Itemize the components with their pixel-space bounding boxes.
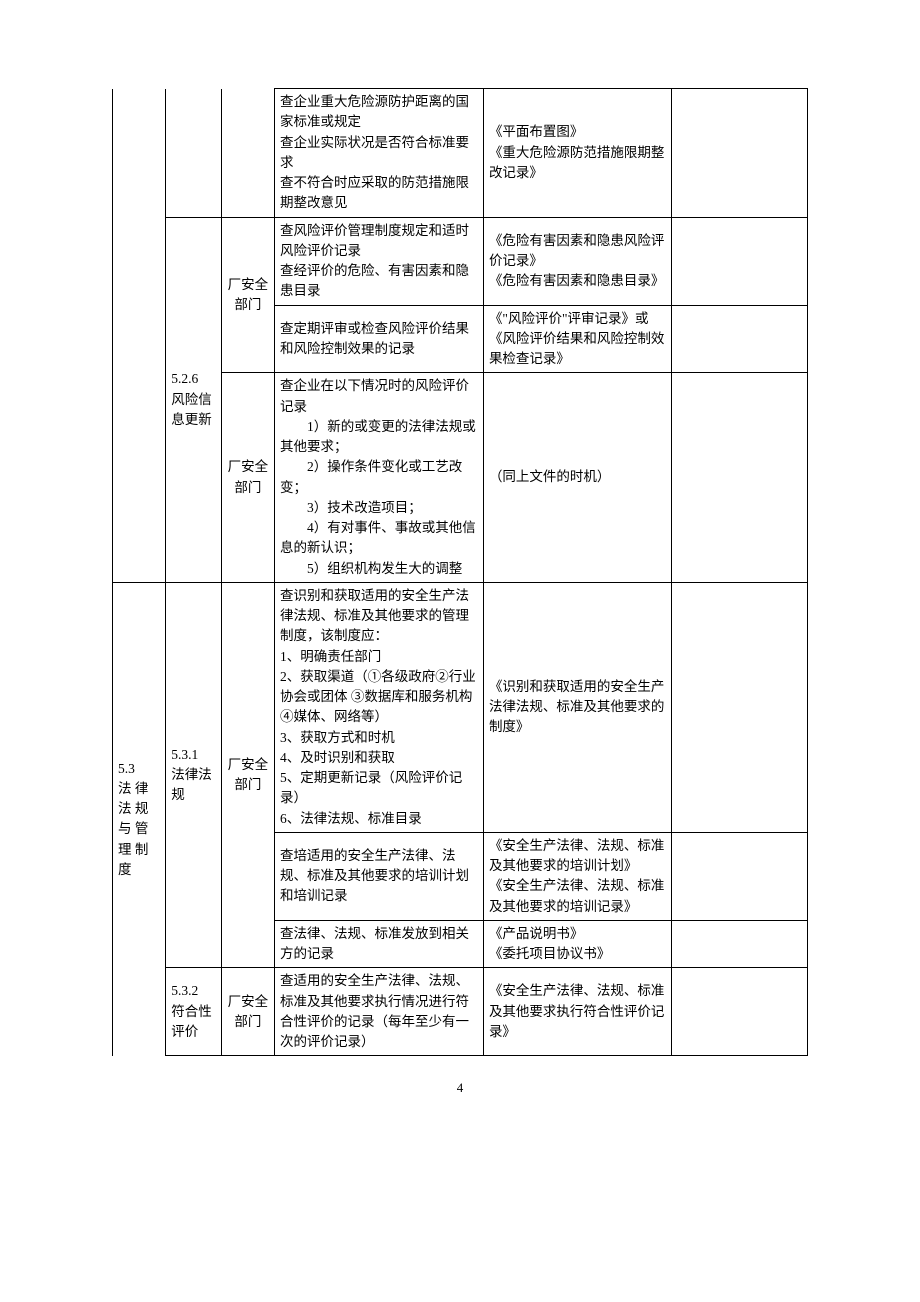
cell-sub: 5.3.1法律法规 xyxy=(166,582,221,968)
cell-docs: 《平面布置图》《重大危险源防范措施限期整改记录》 xyxy=(483,89,671,218)
table-row: 5.3法 律法 规与 管理 制度 5.3.1法律法规 厂安全部门 查识别和获取适… xyxy=(113,582,808,832)
cell-docs: 《安全生产法律、法规、标准及其他要求的培训计划》《安全生产法律、法规、标准及其他… xyxy=(483,832,671,920)
main-table: 查企业重大危险源防护距离的国家标准或规定查企业实际状况是否符合标准要求查不符合时… xyxy=(112,88,808,1056)
cell-empty xyxy=(671,89,807,218)
table-row: 5.3.2符合性评价 厂安全部门 查适用的安全生产法律、法规、标准及其他要求执行… xyxy=(113,968,808,1056)
cell-empty xyxy=(671,305,807,373)
cell-dept: 厂安全部门 xyxy=(221,373,274,583)
table-row: 查企业重大危险源防护距离的国家标准或规定查企业实际状况是否符合标准要求查不符合时… xyxy=(113,89,808,218)
cell-content: 查适用的安全生产法律、法规、标准及其他要求执行情况进行符合性评价的记录（每年至少… xyxy=(275,968,484,1056)
cell-dept: 厂安全部门 xyxy=(221,968,274,1056)
page-number: 4 xyxy=(112,1080,808,1096)
cell-empty xyxy=(671,217,807,305)
cell-empty xyxy=(671,920,807,968)
cell-empty xyxy=(671,582,807,832)
cell-docs: 《识别和获取适用的安全生产法律法规、标准及其他要求的制度》 xyxy=(483,582,671,832)
table-row: 5.2.6风险信息更新 厂安全部门 查风险评价管理制度规定和适时风险评价记录查经… xyxy=(113,217,808,305)
cell-content: 查风险评价管理制度规定和适时风险评价记录查经评价的危险、有害因素和隐患目录 xyxy=(275,217,484,305)
cell-empty xyxy=(671,968,807,1056)
cell-content: 查定期评审或检查风险评价结果和风险控制效果的记录 xyxy=(275,305,484,373)
cell-dept-blank xyxy=(221,89,274,218)
cell-dept: 厂安全部门 xyxy=(221,582,274,968)
cell-docs: 《安全生产法律、法规、标准及其他要求执行符合性评价记录》 xyxy=(483,968,671,1056)
cell-empty xyxy=(671,373,807,583)
cell-content: 查法律、法规、标准发放到相关方的记录 xyxy=(275,920,484,968)
cell-docs: 《"风险评价"评审记录》或《风险评价结果和风险控制效果检查记录》 xyxy=(483,305,671,373)
cell-content: 查识别和获取适用的安全生产法律法规、标准及其他要求的管理制度，该制度应：1、明确… xyxy=(275,582,484,832)
cell-empty xyxy=(671,832,807,920)
cell-sub: 5.2.6风险信息更新 xyxy=(166,217,221,582)
cell-docs: 《产品说明书》《委托项目协议书》 xyxy=(483,920,671,968)
cell-cat: 5.3法 律法 规与 管理 制度 xyxy=(113,582,166,1056)
cell-docs: 《危险有害因素和隐患风险评价记录》《危险有害因素和隐患目录》 xyxy=(483,217,671,305)
cell-content: 查企业在以下情况时的风险评价记录 1）新的或变更的法律法规或其他要求； 2）操作… xyxy=(275,373,484,583)
cell-dept: 厂安全部门 xyxy=(221,217,274,373)
cell-content: 查培适用的安全生产法律、法规、标准及其他要求的培训计划和培训记录 xyxy=(275,832,484,920)
cell-sub: 5.3.2符合性评价 xyxy=(166,968,221,1056)
cell-cat-blank xyxy=(113,89,166,218)
cell-cat-blank xyxy=(113,217,166,582)
cell-docs: （同上文件的时机） xyxy=(483,373,671,583)
cell-content: 查企业重大危险源防护距离的国家标准或规定查企业实际状况是否符合标准要求查不符合时… xyxy=(275,89,484,218)
cell-sub-blank xyxy=(166,89,221,218)
